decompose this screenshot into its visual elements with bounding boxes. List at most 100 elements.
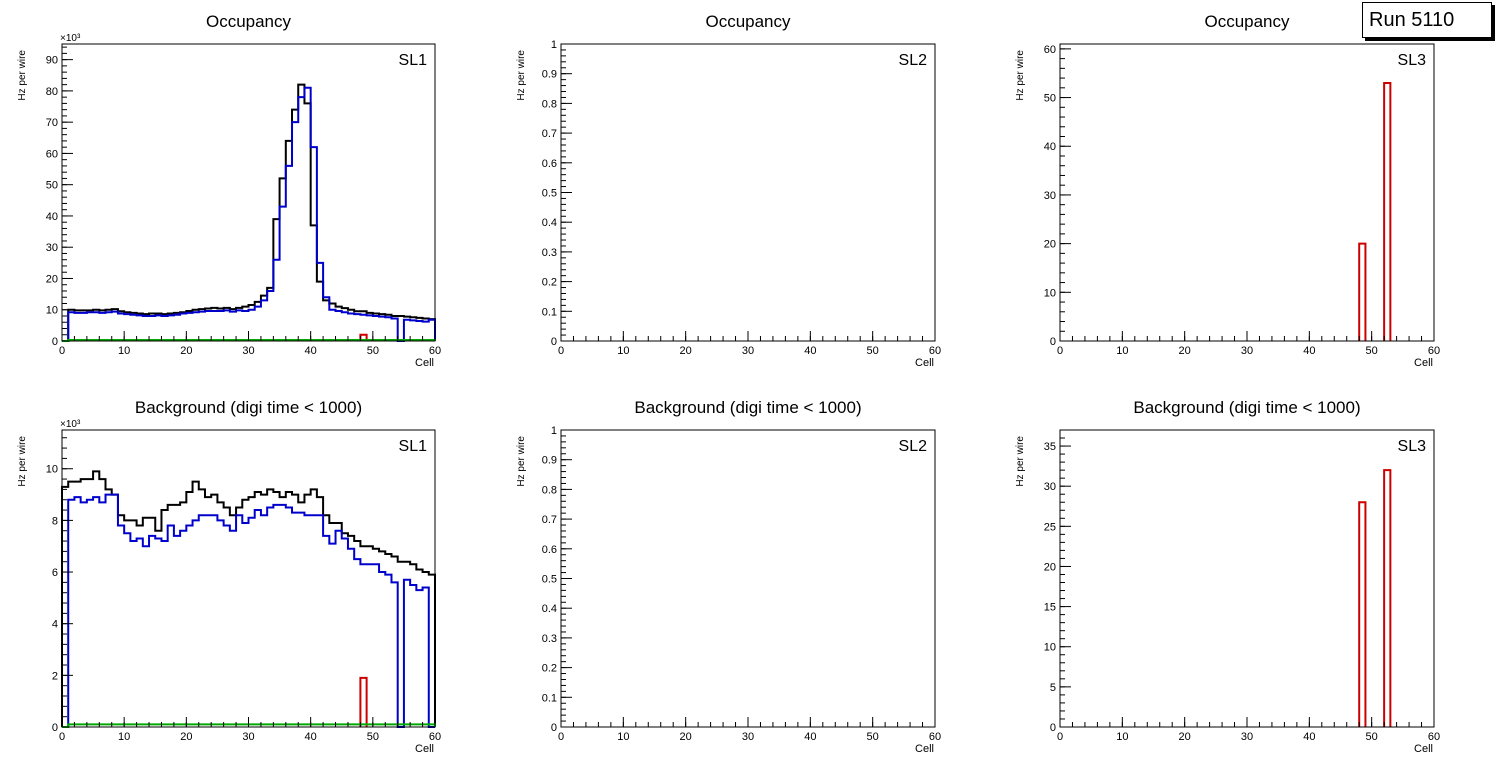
- x-tick-label: 40: [1303, 345, 1315, 357]
- y-tick-label: 80: [46, 86, 58, 98]
- blue-series-line: [62, 493, 435, 728]
- x-tick-label: 50: [367, 345, 379, 357]
- x-tick-label: 40: [305, 345, 317, 357]
- y-tick-label: 50: [46, 180, 58, 192]
- y-tick-label: 0.5: [542, 188, 557, 200]
- y-tick-label: 90: [46, 55, 58, 67]
- x-axis-label: Cell: [415, 357, 434, 369]
- y-tick-label: 0.4: [542, 603, 557, 615]
- y-tick-label: 50: [1044, 93, 1056, 105]
- panel-title: Occupancy: [705, 12, 791, 31]
- x-tick-label: 60: [1428, 345, 1440, 357]
- y-tick-label: 20: [1044, 561, 1056, 573]
- y-tick-label: 0.8: [542, 484, 557, 496]
- x-tick-label: 10: [1116, 345, 1128, 357]
- x-tick-label: 60: [429, 731, 441, 743]
- y-axis-label: Hz per wire: [1015, 50, 1026, 101]
- x-tick-label: 10: [617, 345, 629, 357]
- y-tick-label: 20: [46, 273, 58, 285]
- y-tick-label: 0: [1050, 722, 1056, 734]
- plot-frame: [1059, 429, 1435, 728]
- x-tick-label: 50: [867, 731, 879, 743]
- red-bar: [1383, 469, 1392, 727]
- red-bar: [359, 676, 368, 727]
- x-tick-label: 20: [1179, 731, 1191, 743]
- y-tick-label: 20: [1044, 239, 1056, 251]
- run-label-box: Run 5110: [1362, 2, 1492, 38]
- x-tick-label: 30: [242, 731, 254, 743]
- y-tick-label: 10: [46, 305, 58, 317]
- y-tick-label: 0.4: [542, 217, 557, 229]
- x-axis-label: Cell: [915, 357, 934, 369]
- plot-frame: [560, 429, 936, 728]
- y-scale-label: ×10³: [60, 33, 81, 44]
- x-axis-label: Cell: [1414, 357, 1433, 369]
- y-tick-label: 40: [46, 211, 58, 223]
- x-tick-label: 0: [1057, 731, 1063, 743]
- panel-title: Background (digi time < 1000): [634, 398, 861, 417]
- x-tick-label: 30: [1241, 345, 1253, 357]
- x-tick-label: 10: [118, 731, 130, 743]
- x-tick-label: 10: [617, 731, 629, 743]
- y-tick-label: 6: [52, 567, 58, 579]
- y-tick-label: 25: [1044, 521, 1056, 533]
- x-tick-label: 30: [742, 345, 754, 357]
- y-axis-label: Hz per wire: [1015, 436, 1026, 487]
- x-tick-label: 40: [804, 731, 816, 743]
- y-tick-label: 0.1: [542, 306, 557, 318]
- y-tick-label: 10: [1044, 642, 1056, 654]
- y-tick-label: 60: [1044, 44, 1056, 56]
- y-tick-label: 35: [1044, 441, 1056, 453]
- y-axis-label: Hz per wire: [17, 436, 28, 487]
- y-tick-label: 0.2: [542, 277, 557, 289]
- y-axis-label: Hz per wire: [516, 50, 527, 101]
- x-axis-label: Cell: [1414, 743, 1433, 755]
- panel-title: Occupancy: [1204, 12, 1290, 31]
- plot-frame: [61, 43, 436, 342]
- red-bar: [1358, 242, 1367, 341]
- x-tick-label: 40: [1303, 731, 1315, 743]
- histogram-panel-5: Background (digi time < 1000) 0 0.1 0.2 0.3 0…: [516, 398, 941, 755]
- y-tick-label: 30: [46, 242, 58, 254]
- y-tick-label: 10: [46, 464, 58, 476]
- x-tick-label: 50: [1366, 731, 1378, 743]
- y-tick-label: 60: [46, 148, 58, 160]
- y-tick-label: 0.3: [542, 633, 557, 645]
- x-tick-label: 60: [929, 731, 941, 743]
- x-tick-label: 60: [429, 345, 441, 357]
- y-tick-label: 0: [551, 336, 557, 348]
- x-axis-label: Cell: [915, 743, 934, 755]
- superlayer-label: SL1: [399, 438, 428, 455]
- y-tick-label: 0.3: [542, 247, 557, 259]
- x-tick-label: 60: [929, 345, 941, 357]
- superlayer-label: SL2: [899, 52, 928, 69]
- x-axis-label: Cell: [415, 743, 434, 755]
- y-tick-label: 0.6: [542, 158, 557, 170]
- y-tick-label: 0.1: [542, 692, 557, 704]
- y-tick-label: 0.7: [542, 128, 557, 140]
- y-tick-label: 10: [1044, 287, 1056, 299]
- x-tick-label: 0: [558, 345, 564, 357]
- plot-frame: [560, 43, 936, 342]
- x-tick-label: 40: [305, 731, 317, 743]
- x-tick-label: 10: [118, 345, 130, 357]
- y-tick-label: 0.7: [542, 514, 557, 526]
- x-tick-label: 50: [367, 731, 379, 743]
- histogram-panel-4: Background (digi time < 1000) 0 2 4 6 8 10 0 10 2…: [17, 398, 441, 755]
- superlayer-label: SL2: [899, 438, 928, 455]
- x-tick-label: 30: [1241, 731, 1253, 743]
- y-tick-label: 70: [46, 117, 58, 129]
- x-tick-label: 50: [867, 345, 879, 357]
- x-tick-label: 0: [1057, 345, 1063, 357]
- y-tick-label: 0.6: [542, 544, 557, 556]
- superlayer-label: SL3: [1398, 438, 1427, 455]
- blue-series-line: [62, 86, 436, 342]
- plot-frame: [1059, 43, 1435, 342]
- black-series-line: [61, 470, 436, 727]
- y-tick-label: 1: [551, 39, 557, 51]
- y-tick-label: 15: [1044, 602, 1056, 614]
- y-tick-label: 0.9: [542, 455, 557, 467]
- superlayer-label: SL3: [1398, 52, 1427, 69]
